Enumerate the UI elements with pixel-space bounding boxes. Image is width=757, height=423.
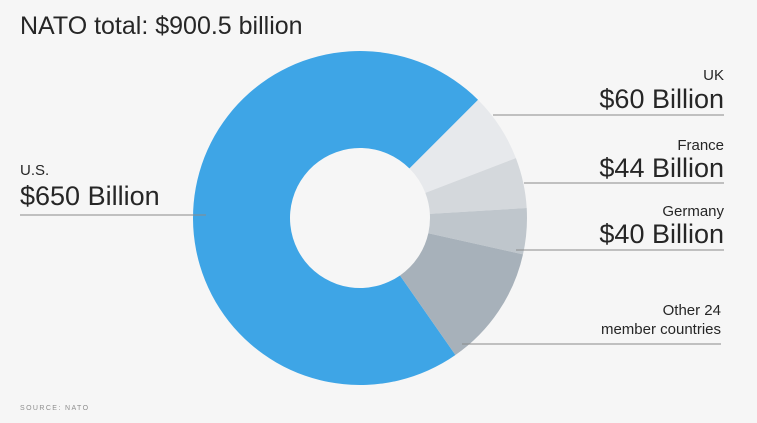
label-france-name: France	[677, 137, 724, 154]
label-uk-name: UK	[703, 67, 724, 84]
chart-title: NATO total: $900.5 billion	[20, 12, 303, 40]
label-us-name: U.S.	[20, 162, 50, 179]
label-france-value: $44 Billion	[599, 153, 724, 183]
slice-uk	[409, 99, 516, 193]
slice-germany	[428, 208, 527, 255]
slice-other	[400, 233, 523, 356]
label-germany-value: $40 Billion	[599, 219, 724, 249]
source-note: SOURCE: NATO	[20, 405, 90, 412]
label-us-value: $650 Billion	[20, 181, 160, 211]
label-germany-name: Germany	[662, 203, 724, 220]
label-other-line2: member countries	[600, 321, 721, 338]
slice-us	[193, 51, 479, 386]
slice-france	[425, 158, 527, 214]
label-other-line1: Other 24	[662, 302, 721, 319]
label-uk-value: $60 Billion	[599, 84, 724, 114]
